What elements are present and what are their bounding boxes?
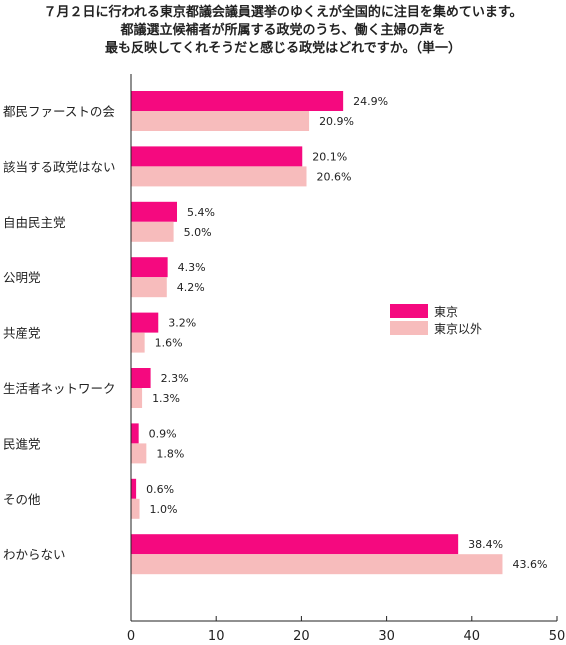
bar-other [131, 388, 143, 408]
legend-swatch [390, 321, 428, 335]
value-label: 1.0% [150, 503, 178, 516]
bar-tokyo [131, 312, 159, 333]
value-label: 0.9% [149, 427, 177, 440]
bar-other [131, 111, 310, 131]
category-label: 公明党 [3, 270, 41, 285]
category-label: 都民ファーストの会 [3, 104, 115, 119]
category-label: 民進党 [3, 436, 41, 451]
x-tick-label: 50 [549, 629, 566, 644]
value-label: 3.2% [168, 317, 196, 330]
category-label: 自由民主党 [3, 215, 66, 230]
value-label: 2.3% [161, 372, 189, 385]
bar-other [131, 166, 307, 187]
bar-tokyo [131, 534, 459, 555]
x-tick-label: 0 [127, 629, 135, 644]
value-label: 4.2% [177, 281, 205, 294]
x-axis: 0 10 20 30 40 50 [127, 74, 565, 644]
bar-tokyo [131, 478, 137, 499]
x-tick-label: 10 [208, 629, 225, 644]
legend-label: 東京 [434, 305, 458, 319]
value-label: 5.4% [187, 206, 215, 219]
chart-title: ７月２日に行われる東京都議会議員選挙のゆくえが全国的に注目を集めています。 都議… [43, 4, 522, 56]
bar-other [131, 221, 174, 242]
value-label: 20.1% [312, 150, 347, 163]
value-label: 1.6% [155, 337, 183, 350]
bar-tokyo [131, 201, 178, 222]
x-tick-label: 20 [293, 629, 310, 644]
bar-tokyo [131, 257, 168, 278]
legend-swatch [390, 304, 428, 318]
value-labels: 24.9% 20.9% 20.1% 20.6% 5.4% 5.0% 4.3% 4.2% 3.2%… [146, 95, 547, 571]
value-label: 20.9% [319, 115, 354, 128]
legend-label: 東京以外 [434, 322, 482, 336]
value-label: 38.4% [468, 538, 503, 551]
value-label: 43.6% [512, 558, 547, 571]
value-label: 1.8% [156, 447, 184, 460]
chart-title-line: ７月２日に行われる東京都議会議員選挙のゆくえが全国的に注目を集めています。 [43, 4, 522, 20]
bar-tokyo [131, 91, 344, 111]
value-label: 1.3% [152, 392, 180, 405]
value-label: 5.0% [184, 226, 212, 239]
bar-tokyo [131, 423, 139, 444]
category-labels: 都民ファーストの会該当する政党はない自由民主党公明党共産党生活者ネットワーク民進… [3, 104, 116, 562]
bars [131, 91, 503, 575]
category-label: 共産党 [3, 326, 41, 341]
bar-other [131, 443, 147, 464]
value-label: 0.6% [146, 483, 174, 496]
chart-title-line: 最も反映してくれそうだと感じる政党はどれですか。（単一） [105, 40, 461, 56]
bar-other [131, 554, 503, 575]
bar-other [131, 277, 167, 298]
value-label: 4.3% [178, 261, 206, 274]
category-label: わからない [3, 547, 66, 562]
bar-other [131, 498, 140, 519]
value-label: 20.6% [317, 170, 352, 183]
bar-tokyo [131, 368, 151, 388]
category-label: 生活者ネットワーク [3, 381, 116, 396]
category-label: その他 [3, 492, 41, 507]
category-label: 該当する政党はない [3, 159, 116, 174]
bar-tokyo [131, 146, 303, 167]
x-tick-label: 30 [378, 629, 395, 644]
chart-title-line: 都議選立候補者が所属する政党のうち、働く主婦の声を [119, 22, 445, 38]
x-tick-label: 40 [464, 629, 481, 644]
value-label: 24.9% [353, 95, 388, 108]
bar-other [131, 332, 145, 353]
